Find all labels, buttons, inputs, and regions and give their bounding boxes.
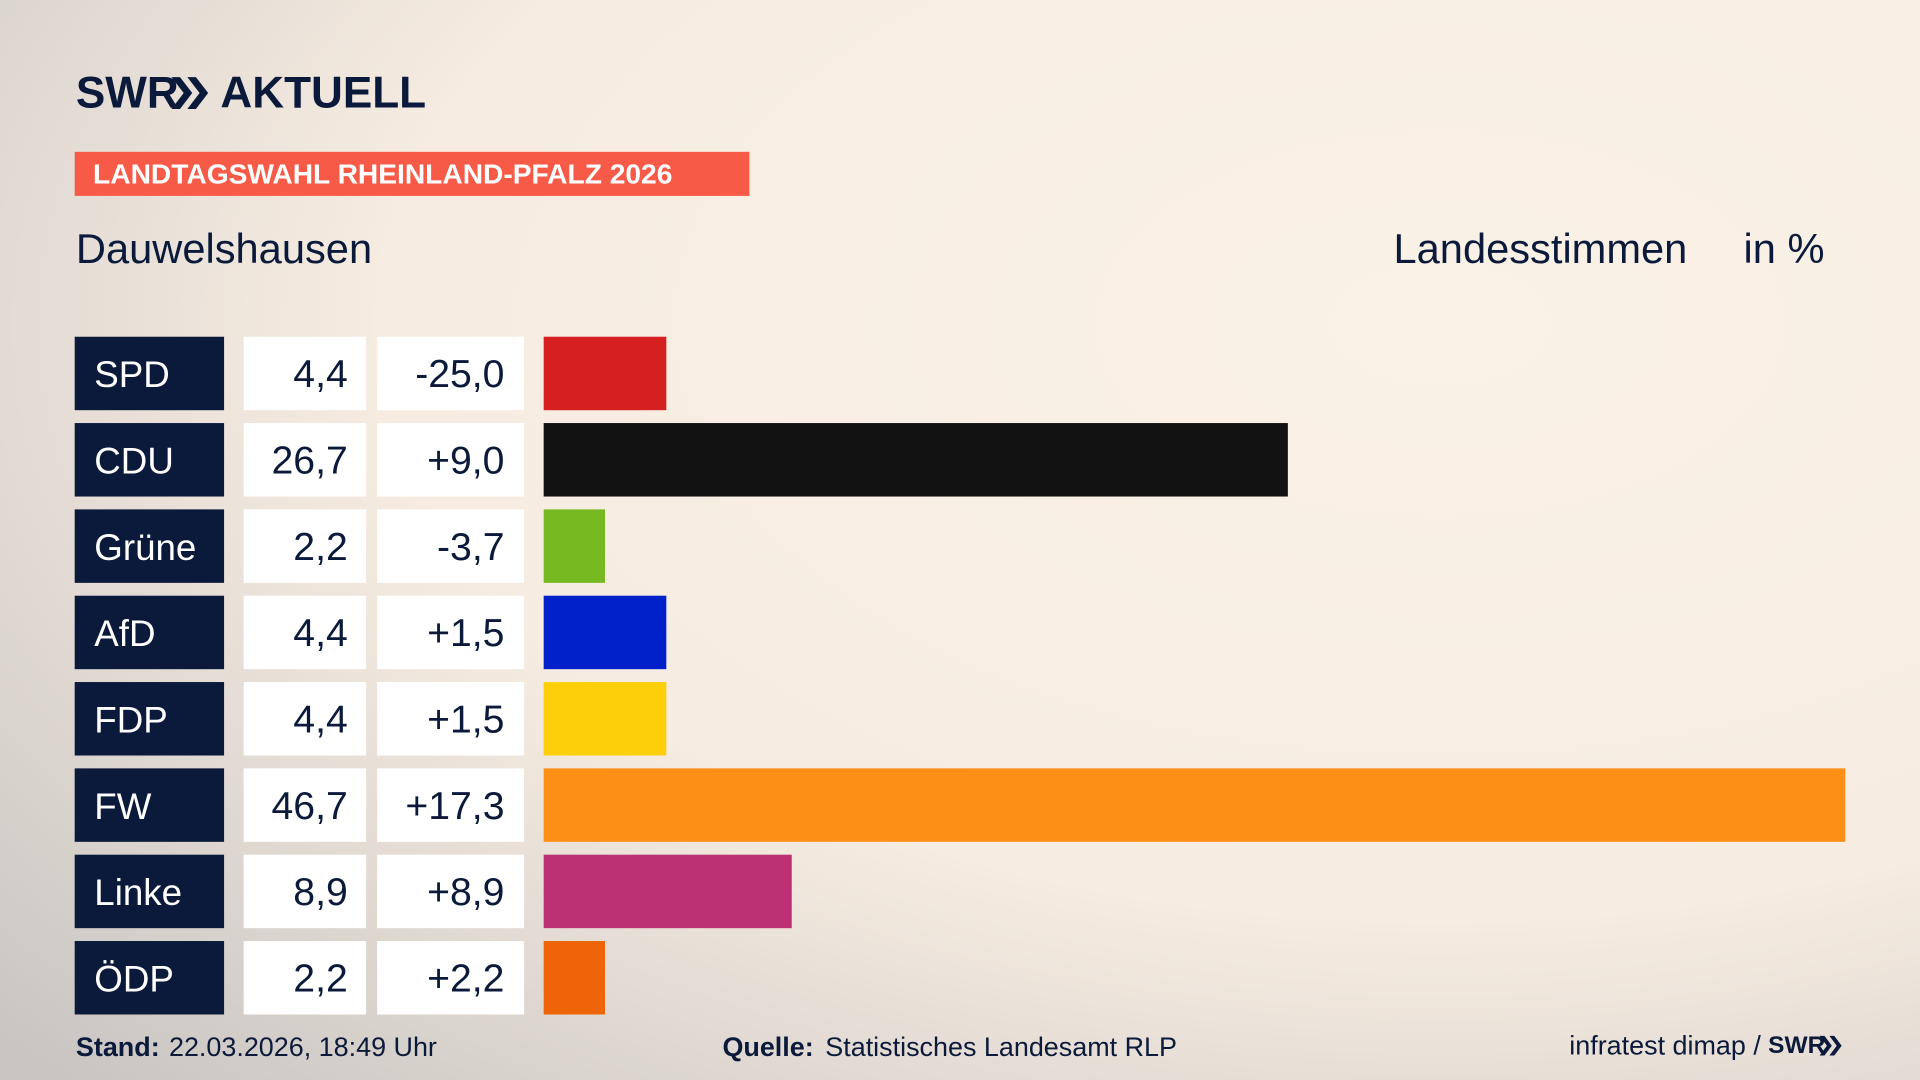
change-box: [377, 682, 525, 756]
party-box: [74, 595, 225, 670]
date-label: Stand:: [76, 1032, 160, 1062]
party-label: AfD: [94, 613, 155, 654]
change-box: [377, 595, 525, 670]
credit-brand: SWR: [1768, 1032, 1825, 1059]
source-label: Quelle:: [722, 1032, 813, 1062]
change-label: -3,7: [437, 526, 505, 569]
bar: [543, 854, 792, 929]
change-box: [377, 768, 525, 842]
change-label: +17,3: [405, 785, 504, 828]
value-box: [243, 854, 367, 929]
banner-box: [74, 151, 750, 196]
value-label: 8,9: [293, 871, 347, 914]
credit: infratest dimap /: [1569, 1031, 1761, 1061]
value-box: [243, 682, 367, 756]
value-box: [243, 509, 367, 583]
bar: [543, 336, 667, 411]
value-label: 4,4: [293, 699, 347, 742]
change-label: +1,5: [427, 699, 504, 742]
value-label: 4,4: [293, 612, 347, 655]
value-box: [243, 336, 367, 411]
source: Statistisches Landesamt RLP: [825, 1032, 1177, 1062]
bar: [543, 682, 667, 756]
party-box: [74, 854, 225, 929]
bar: [543, 423, 1288, 497]
value-box: [243, 595, 367, 670]
change-label: +2,2: [427, 957, 504, 1000]
value-box: [243, 941, 367, 1015]
change-box: [377, 336, 525, 411]
change-box: [377, 941, 525, 1015]
value-label: 26,7: [272, 440, 348, 483]
change-box: [377, 509, 525, 583]
change-label: -25,0: [415, 353, 504, 396]
bar: [543, 595, 667, 670]
value-box: [243, 423, 367, 497]
change-label: +9,0: [427, 440, 504, 483]
logo-product: AKTUELL: [220, 69, 426, 118]
change-box: [377, 854, 525, 929]
value-label: 46,7: [272, 785, 348, 828]
change-label: +1,5: [427, 612, 504, 655]
change-label: +8,9: [427, 871, 504, 914]
party-label: FDP: [94, 699, 167, 740]
party-label: ÖDP: [94, 958, 174, 999]
logo-chevrons: [171, 77, 209, 109]
party-box: [74, 768, 225, 842]
party-label: SPD: [94, 354, 169, 395]
bar: [543, 941, 605, 1015]
bar: [543, 768, 1846, 842]
change-box: [377, 423, 525, 497]
party-box: [74, 423, 225, 497]
chart-subtitle: Landesstimmen: [1394, 225, 1688, 272]
date: 22.03.2026, 18:49 Uhr: [169, 1032, 437, 1062]
party-label: FW: [94, 786, 151, 827]
party-box: [74, 509, 225, 583]
value-box: [243, 768, 367, 842]
party-box: [74, 336, 225, 411]
value-label: 2,2: [293, 526, 347, 569]
bar: [543, 509, 605, 583]
party-label: Grüne: [94, 527, 196, 568]
credit-chevrons: [1819, 1035, 1842, 1056]
chart-title: Dauwelshausen: [76, 225, 372, 272]
banner: LANDTAGSWAHL RHEINLAND-PFALZ 2026: [93, 158, 672, 189]
value-label: 4,4: [293, 353, 347, 396]
party-box: [74, 941, 225, 1015]
party-label: CDU: [94, 441, 174, 482]
unit-label: in %: [1744, 225, 1825, 272]
party-label: Linke: [94, 872, 182, 913]
party-box: [74, 682, 225, 756]
value-label: 2,2: [293, 957, 347, 1000]
rows: SPD 4,4 -25,0 CDU 26,7 +9,0 Grüne 2,2 -3,7 AfD 4,4…: [74, 336, 1846, 1015]
logo-brand: SWR: [76, 69, 179, 118]
